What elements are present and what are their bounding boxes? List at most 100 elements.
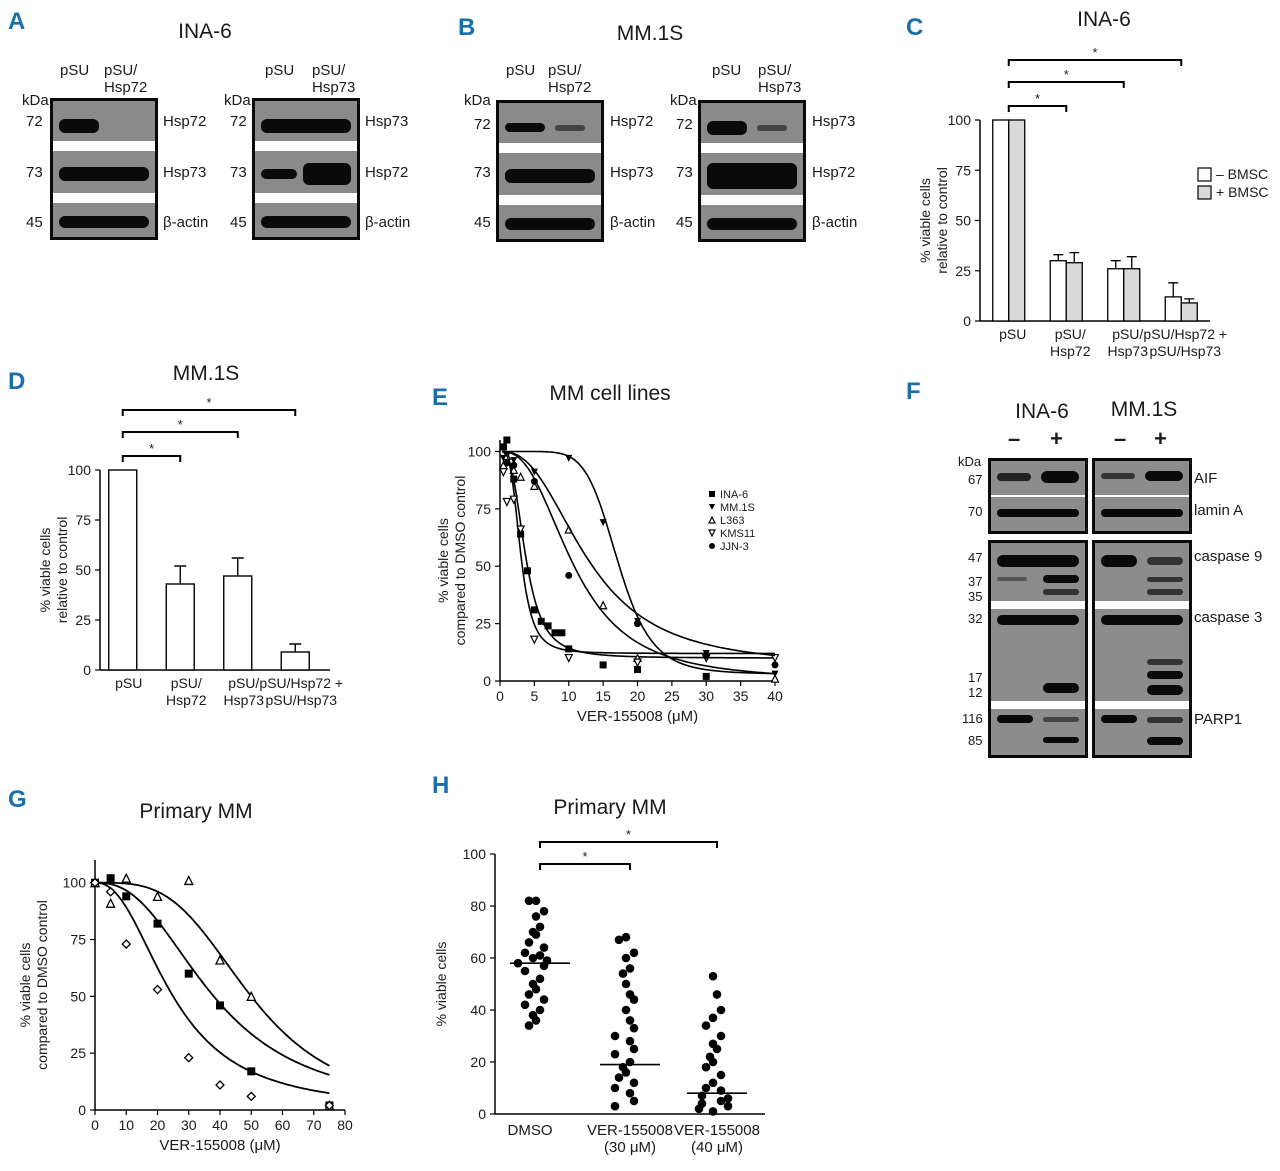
mw-label: 45 (676, 214, 693, 231)
treatment-minus: – (1008, 426, 1021, 451)
data-point (530, 477, 538, 485)
blot-label: Hsp72 (163, 113, 207, 130)
data-point (516, 471, 526, 481)
y-axis-label-group: % viable cells compared to DMSO control (17, 900, 50, 1070)
cell-line-label: INA-6 (1015, 400, 1069, 423)
panel-label-a: A (8, 8, 26, 35)
panel-label-c: C (906, 14, 924, 41)
data-point (702, 652, 710, 660)
x-tick-label: 25 (664, 688, 680, 704)
x-category-label: pSU/ (171, 675, 202, 691)
bar (165, 583, 195, 671)
fit-curve (502, 450, 776, 657)
data-point (216, 1001, 224, 1010)
mw-label: 73 (230, 164, 247, 181)
blot-label: PARP1 (1194, 711, 1243, 728)
data-point (625, 1088, 635, 1098)
data-point (529, 635, 539, 645)
data-point (246, 990, 257, 1002)
blot-label: β-actin (163, 214, 209, 231)
mw-label: 73 (676, 164, 693, 181)
data-point (723, 1101, 733, 1111)
x-tick-label: 0 (91, 1117, 99, 1133)
blot-label: Hsp73 (163, 164, 207, 181)
y-tick-label: 0 (78, 1102, 86, 1118)
y-axis-label-group: % viable cells (433, 942, 449, 1027)
y-axis-label: % viable cells (37, 528, 53, 613)
kda-label: kDa (958, 454, 982, 469)
data-point (531, 930, 541, 939)
bar (1107, 268, 1125, 322)
data-point (184, 969, 193, 978)
data-point (629, 1096, 639, 1106)
significance-bracket (121, 455, 182, 462)
data-point (510, 457, 518, 465)
lane-label-pSU-hsp72: pSU/ Hsp72 (548, 62, 592, 96)
western-blot (698, 100, 806, 242)
data-point (716, 1070, 726, 1080)
data-point (629, 948, 639, 958)
data-point (625, 1016, 635, 1025)
significance-star: * (1092, 45, 1097, 60)
data-point (618, 969, 628, 978)
data-point (708, 515, 716, 524)
x-tick-label: 30 (698, 688, 714, 704)
fit-curve (96, 881, 330, 1076)
y-axis-label-group: % viable cells relative to control (37, 517, 70, 624)
data-point (701, 1083, 711, 1093)
error-bar (1110, 260, 1121, 269)
blot-label: β-actin (365, 214, 411, 231)
x-tick-label: 80 (337, 1117, 353, 1133)
fit-curve (502, 450, 776, 675)
data-point (509, 495, 519, 505)
data-point (708, 529, 716, 538)
mw-label: 72 (26, 113, 43, 130)
y-tick-label: 75 (955, 162, 971, 178)
data-point (502, 497, 512, 507)
x-tick-label: 5 (530, 688, 538, 704)
data-point (531, 1016, 541, 1025)
mw-label: 70 (968, 504, 983, 519)
y-tick-label: 50 (955, 213, 971, 229)
bar (1180, 302, 1198, 322)
panel-b-title: MM.1S (616, 22, 684, 45)
data-point (531, 984, 541, 994)
data-point (153, 919, 162, 928)
western-blot (50, 98, 158, 240)
mw-label: 116 (962, 711, 983, 726)
data-point (535, 1005, 545, 1015)
data-point (629, 1078, 639, 1088)
data-point (520, 948, 530, 958)
data-point (90, 877, 100, 888)
data-point (621, 953, 631, 963)
mw-label: 73 (26, 164, 43, 181)
data-point (599, 519, 607, 527)
x-category-label: pSU/Hsp73 (265, 692, 337, 708)
mw-label: 72 (676, 116, 693, 133)
lane-label-pSU: pSU (712, 62, 742, 79)
y-axis-label-group: % viable cells relative to control (917, 167, 950, 274)
data-point (503, 436, 511, 444)
mw-label: 85 (968, 733, 983, 748)
bar (992, 119, 1010, 322)
significance-bracket (539, 841, 718, 848)
error-bar (1126, 256, 1137, 269)
data-point (621, 979, 631, 989)
data-point (503, 459, 511, 467)
data-point (723, 1094, 733, 1103)
data-point (614, 935, 624, 945)
data-point (614, 1073, 624, 1082)
data-point (629, 995, 639, 1004)
significance-star: * (178, 417, 183, 432)
x-category-label: (30 μM) (604, 1139, 656, 1156)
x-tick-label: 15 (595, 688, 611, 704)
error-bar (231, 557, 244, 576)
data-point (122, 892, 131, 901)
y-tick-label: 50 (70, 988, 86, 1004)
data-point (708, 1057, 718, 1067)
bar (1065, 262, 1083, 322)
bar (1049, 260, 1067, 322)
legend-label: JJN-3 (720, 541, 749, 553)
y-axis-label: relative to control (54, 517, 70, 624)
data-point (712, 1044, 722, 1054)
